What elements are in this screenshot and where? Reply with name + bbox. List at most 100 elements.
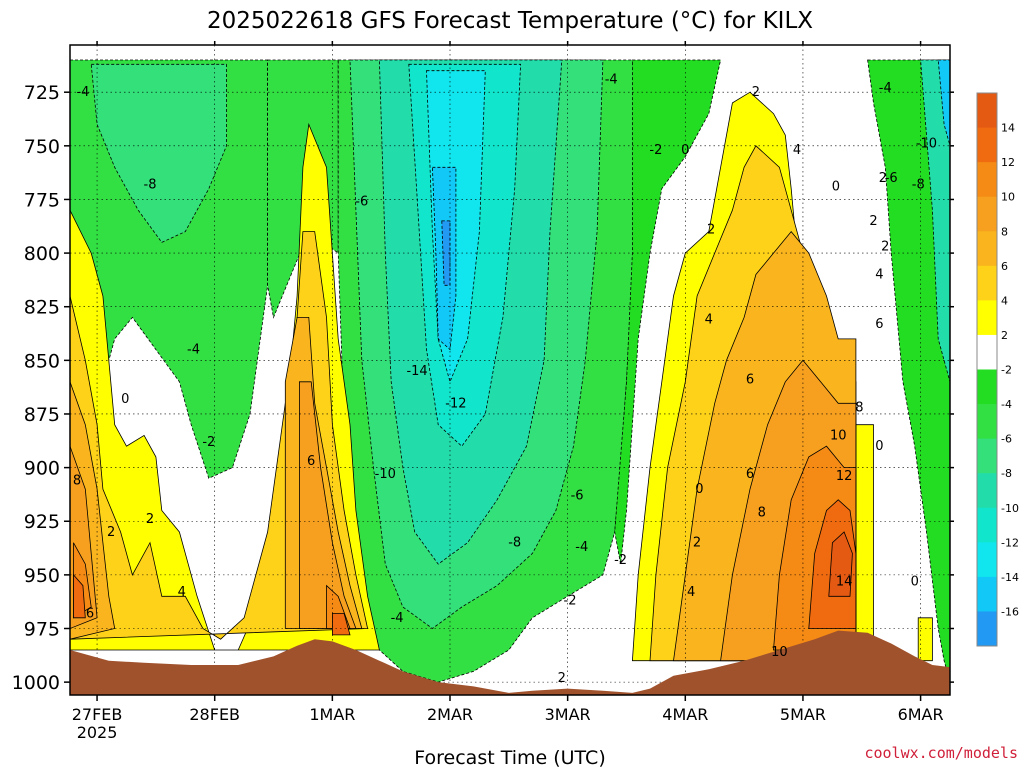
y-tick-label-975: 975: [24, 618, 60, 640]
contour-label-29: 8: [758, 506, 766, 521]
colorbar-band-4: [977, 265, 997, 301]
temp-region-cold-12: [920, 59, 950, 382]
contour-label-30: 10: [830, 428, 847, 443]
contour-label-49: -2: [614, 553, 627, 568]
contour-label-43: -8: [912, 177, 925, 192]
x-tick-label-5MAR: 5MAR: [780, 705, 826, 724]
contour-label-32: 14: [836, 574, 853, 589]
contour-label-4: 0: [121, 392, 129, 407]
colorbar-band-8: [977, 196, 997, 232]
plot-frame: [69, 44, 951, 696]
contour-label-0: -4: [76, 85, 89, 100]
y-tick-label-900: 900: [24, 458, 60, 480]
credit-text: coolwx.com/models: [864, 744, 1018, 762]
contour-label-1: -8: [144, 177, 157, 192]
contour-label-18: -4: [575, 540, 588, 555]
colorbar-label-12: 12: [1001, 156, 1015, 169]
x-tick-label-6MAR: 6MAR: [898, 705, 944, 724]
colorbar-band--8: [977, 438, 997, 474]
grid-lines: [70, 45, 950, 695]
contour-label-17: -6: [571, 488, 584, 503]
contour-label-20: -4: [605, 72, 618, 87]
colorbar-label--4: -4: [1001, 398, 1012, 411]
contour-label-50: 2: [558, 671, 566, 686]
x-tick-label-1MAR: 1MAR: [309, 705, 355, 724]
contour-label-27: 6: [746, 373, 754, 388]
contour-label-38: 2: [881, 240, 889, 255]
contour-label-41: -4: [879, 81, 892, 96]
contour-label-45: 0: [875, 439, 883, 454]
contour-label-23: 2: [752, 85, 760, 100]
y-tick-label-950: 950: [24, 565, 60, 587]
colorbar-label--16: -16: [1001, 605, 1019, 618]
contour-label-16: -8: [508, 536, 521, 551]
x-tick-label-2MAR: 2MAR: [427, 705, 473, 724]
contour-label-51: 0: [911, 574, 919, 589]
contour-label-11: -6: [355, 195, 368, 210]
contour-label-33: 10: [771, 645, 788, 660]
y-tick-label-825: 825: [24, 297, 60, 319]
temp-region-cold-13: [937, 59, 950, 146]
x-tick-label-4MAR: 4MAR: [662, 705, 708, 724]
colorbar-label--10: -10: [1001, 502, 1019, 515]
chart-title: 2025022618 GFS Forecast Temperature (°C)…: [207, 8, 813, 34]
contour-label-47: 2: [693, 536, 701, 551]
colorbar-band--18: [977, 611, 997, 647]
temp-region-cold-11: [867, 59, 950, 683]
y-tick-label-925: 925: [24, 511, 60, 533]
contour-label-26: 4: [705, 313, 713, 328]
temp-region-warm1-23: [331, 613, 351, 636]
contour-label-9: 4: [178, 585, 186, 600]
colorbar-label--8: -8: [1001, 467, 1012, 480]
colorbar-band--2: [977, 334, 997, 370]
colorbar-label--12: -12: [1001, 536, 1019, 549]
temperature-fill-regions: [70, 59, 950, 683]
contour-label-40: 2: [879, 171, 887, 186]
contour-label-21: -2: [649, 143, 662, 158]
y-tick-label-875: 875: [24, 404, 60, 426]
colorbar-band--4: [977, 369, 997, 405]
contour-label-3: -2: [202, 435, 215, 450]
colorbar-band-12: [977, 127, 997, 163]
contour-label-36: 4: [875, 268, 883, 283]
contour-label-2: -4: [187, 343, 200, 358]
contour-label-7: 2: [107, 525, 115, 540]
contour-label-25: 2: [707, 222, 715, 237]
colorbar-band-6: [977, 231, 997, 267]
colorbar-label--6: -6: [1001, 433, 1012, 446]
colorbar-band-10: [977, 162, 997, 198]
contour-label-34: 8: [855, 401, 863, 416]
colorbar-label-8: 8: [1001, 225, 1008, 238]
y-tick-label-1000: 1000: [12, 672, 60, 694]
colorbar-band--12: [977, 507, 997, 543]
x-tick-label-28FEB: 28FEB: [189, 705, 240, 724]
contour-label-28: 6: [746, 467, 754, 482]
plot-area: -4-8-4-20682246-6-14-12-10-4-8-6-4-2-4-2…: [70, 45, 950, 695]
contour-label-13: -12: [445, 396, 466, 411]
contour-label-24: 4: [793, 143, 801, 158]
colorbar-label-2: 2: [1001, 329, 1008, 342]
colorbar-label-10: 10: [1001, 191, 1015, 204]
colorbar-legend: 14 12 10 8 6 4 2 -2 -4 -6 -8 -10 -12 -14 -16: [976, 92, 1019, 647]
x-tick-label-3MAR: 3MAR: [545, 705, 591, 724]
temp-region-warm2-30: [828, 531, 853, 597]
colorbar-band--6: [977, 404, 997, 440]
colorbar-band--14: [977, 542, 997, 578]
colorbar-label-4: 4: [1001, 294, 1008, 307]
x-axis-label: Forecast Time (UTC): [414, 747, 605, 768]
colorbar-label-6: 6: [1001, 260, 1008, 273]
contour-label-46: 0: [695, 482, 703, 497]
contour-label-5: 6: [307, 454, 315, 469]
colorbar-band-2: [977, 300, 997, 336]
colorbar-label--2: -2: [1001, 364, 1012, 377]
contour-label-10: 6: [86, 606, 94, 621]
contour-label-12: -14: [406, 364, 427, 379]
temp-region-cold-2: [90, 63, 227, 243]
y-tick-label-750: 750: [24, 136, 60, 158]
colorbar-label-14: 14: [1001, 122, 1015, 135]
contour-label-8: 2: [146, 512, 154, 527]
colorbar-band--16: [977, 576, 997, 612]
temp-region-cold-10: [614, 59, 722, 565]
